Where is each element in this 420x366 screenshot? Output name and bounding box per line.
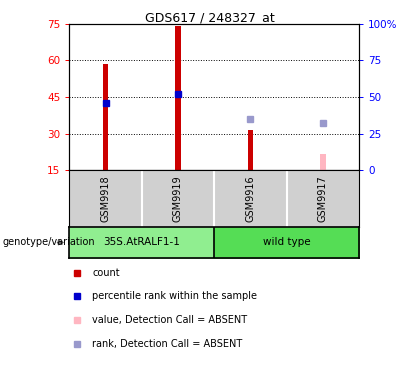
Text: GSM9917: GSM9917: [318, 175, 328, 222]
Text: GSM9918: GSM9918: [100, 175, 110, 222]
Bar: [247, 130, 253, 170]
Text: GDS617 / 248327_at: GDS617 / 248327_at: [145, 11, 275, 24]
Text: count: count: [92, 268, 120, 278]
Text: value, Detection Call = ABSENT: value, Detection Call = ABSENT: [92, 315, 247, 325]
Text: 35S.AtRALF1-1: 35S.AtRALF1-1: [103, 238, 180, 247]
Bar: [175, 26, 181, 170]
Text: genotype/variation: genotype/variation: [2, 238, 95, 247]
Text: GSM9916: GSM9916: [245, 175, 255, 222]
Text: rank, Detection Call = ABSENT: rank, Detection Call = ABSENT: [92, 339, 243, 349]
Text: percentile rank within the sample: percentile rank within the sample: [92, 291, 257, 302]
Text: GSM9919: GSM9919: [173, 175, 183, 222]
Bar: [320, 154, 326, 170]
Bar: [102, 64, 108, 170]
Text: wild type: wild type: [263, 238, 310, 247]
